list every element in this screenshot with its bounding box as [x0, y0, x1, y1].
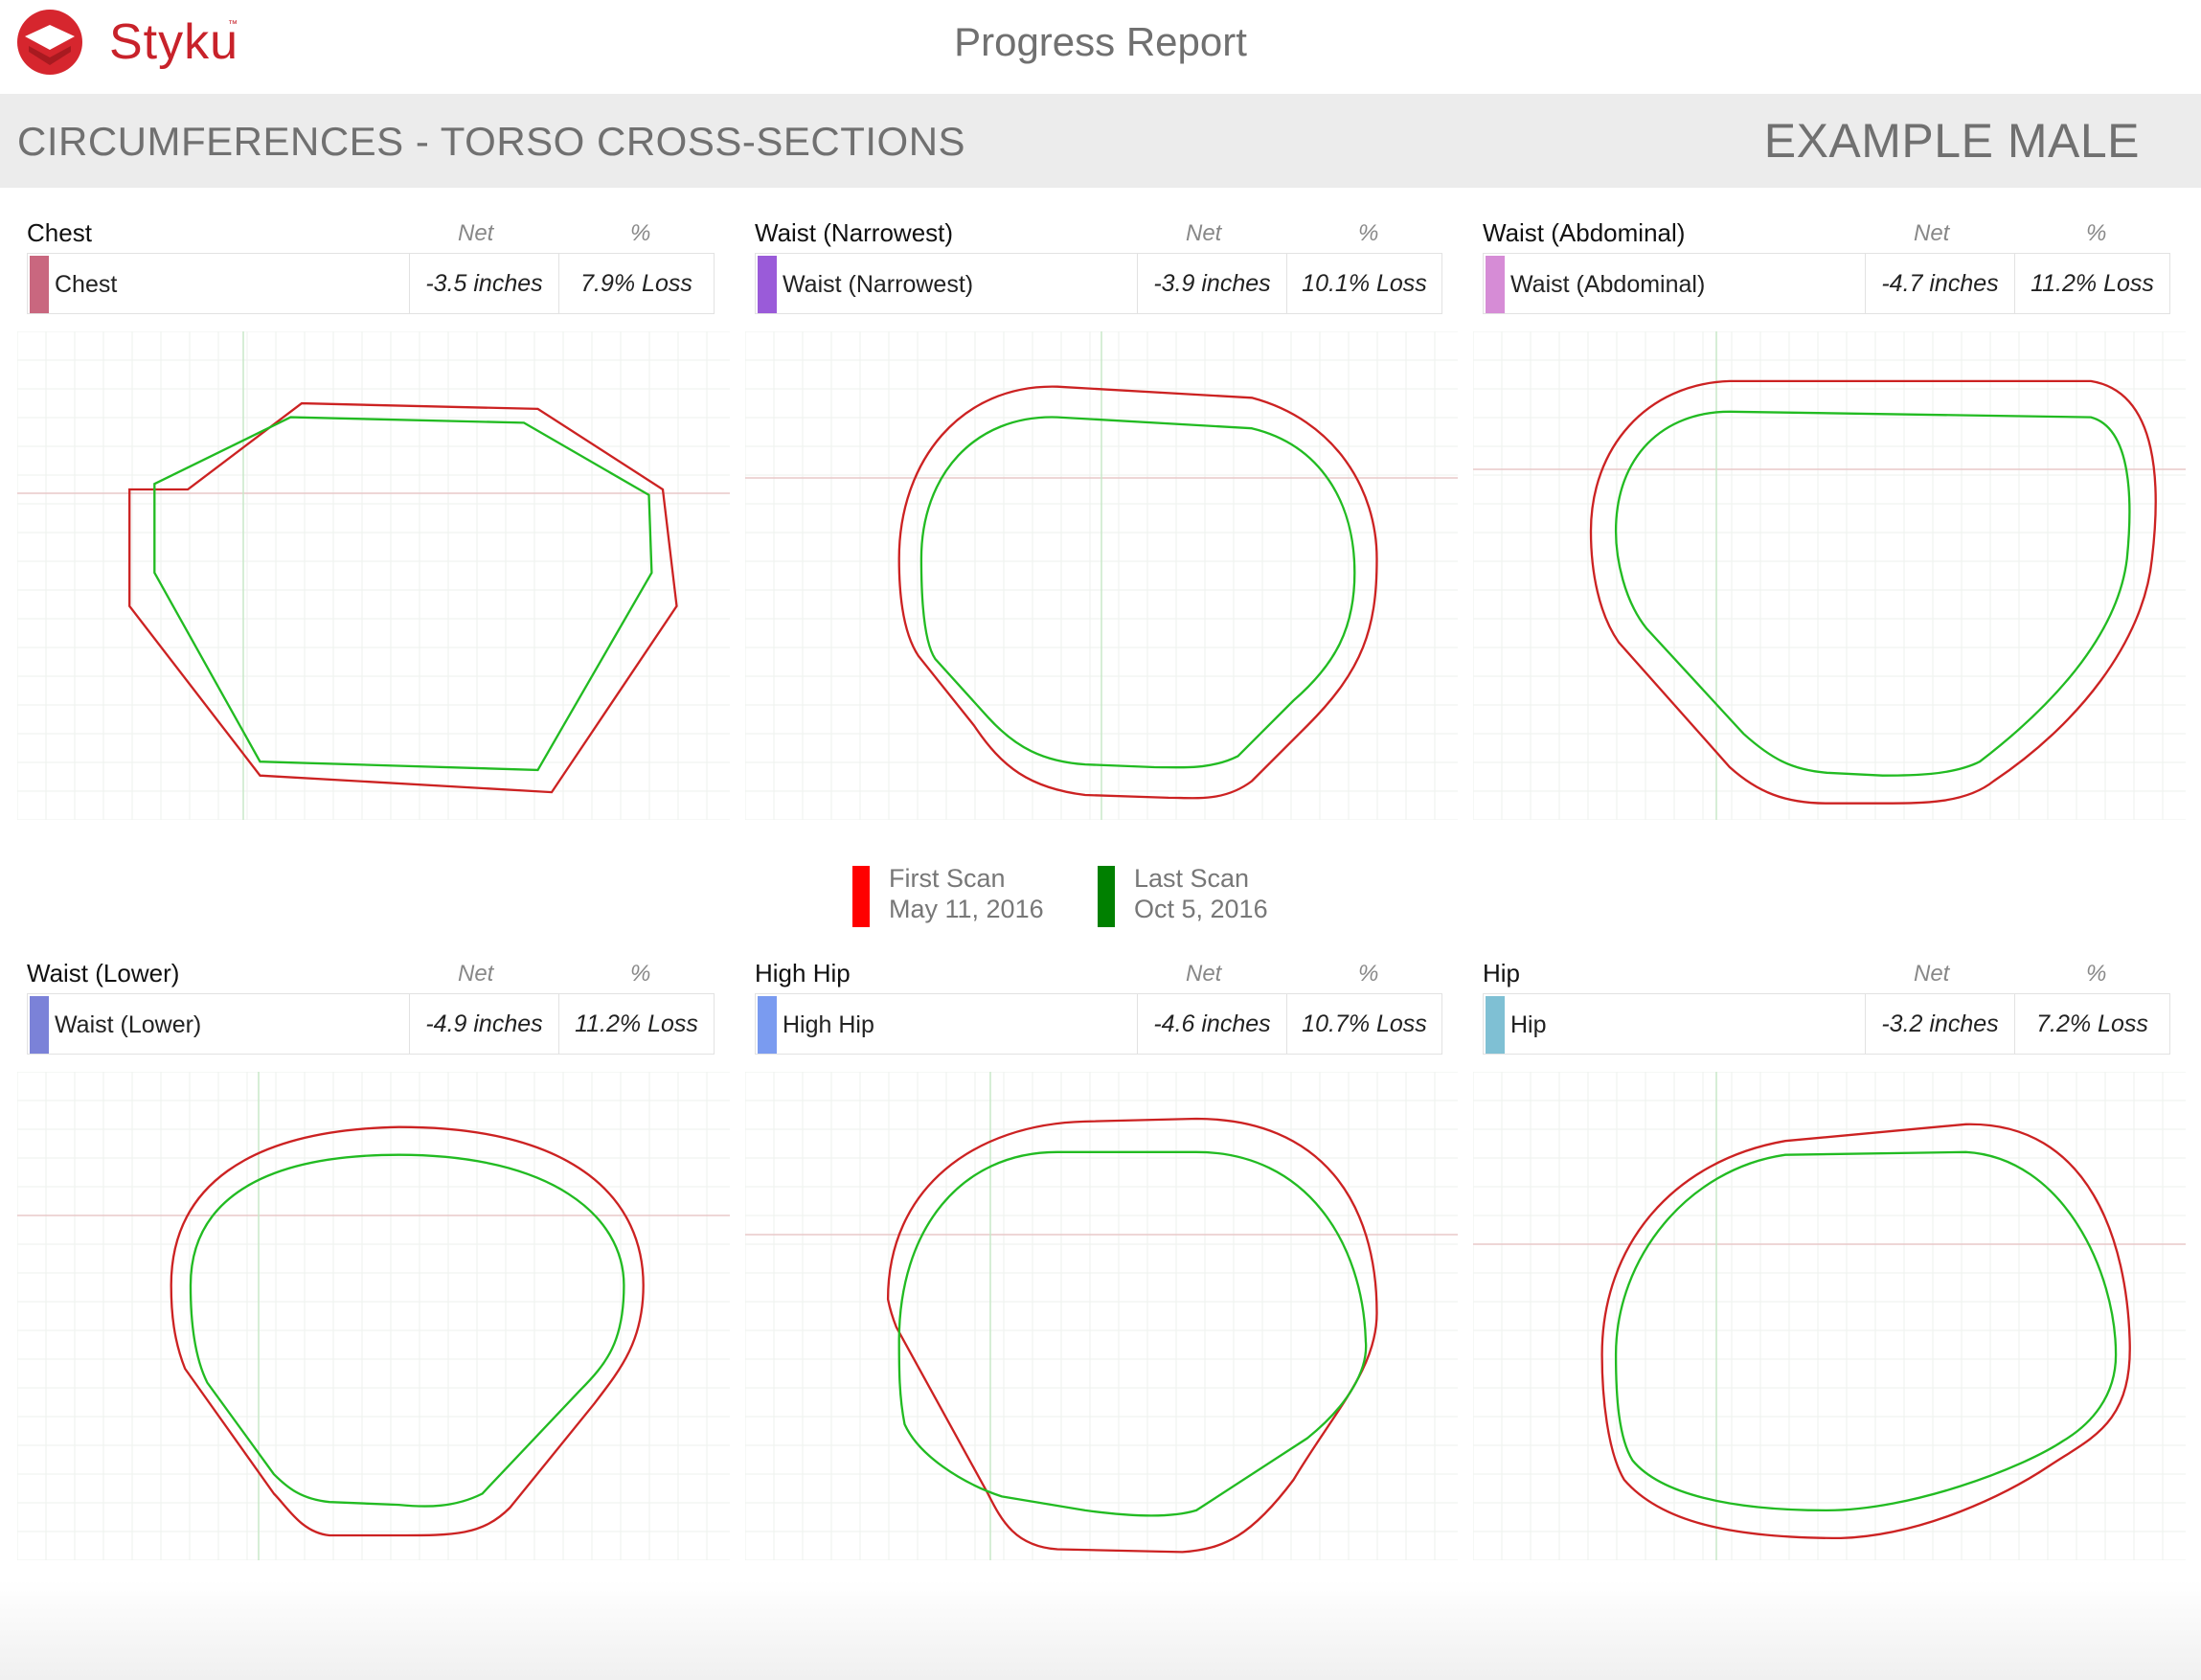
cross-section-plot [17, 1072, 730, 1560]
cross-section-plot [17, 331, 730, 820]
percent-change: 10.7% Loss [1286, 994, 1441, 1054]
percent-column-header: % [1358, 961, 1379, 987]
last-scan-outline [919, 416, 1356, 769]
grid [17, 1072, 730, 1560]
page-title: Progress Report [954, 19, 1247, 64]
last-scan-outline [189, 1153, 625, 1508]
measurement-header: Chest Net % Chest -3.5 inches 7.9% Loss [17, 213, 716, 347]
percent-change: 7.2% Loss [2014, 994, 2169, 1054]
measurement-row: Chest -3.5 inches 7.9% Loss [27, 253, 715, 314]
measurement-title: Hip [1483, 959, 1521, 988]
measurement-color-swatch [758, 256, 777, 313]
percent-column-header: % [630, 961, 651, 987]
net-change: -3.2 inches [1865, 994, 2014, 1054]
last-scan-outline [153, 416, 653, 772]
net-change: -3.5 inches [409, 254, 558, 313]
net-change: -3.9 inches [1137, 254, 1286, 313]
measurement-name: Waist (Lower) [55, 1011, 202, 1038]
percent-change: 10.1% Loss [1286, 254, 1441, 313]
first-scan-outline [1600, 1123, 2131, 1540]
net-column-header: Net [1914, 961, 1950, 987]
panel-high-hip: High Hip Net % High Hip -4.6 inches 10.7… [745, 953, 1458, 1595]
measurement-title: Waist (Abdominal) [1483, 218, 1686, 247]
scan-legend: First Scan May 11, 2016 Last Scan Oct 5,… [852, 862, 1389, 939]
first-scan-outline [128, 401, 678, 794]
percent-column-header: % [2086, 961, 2107, 987]
last-scan-date: Oct 5, 2016 [1134, 895, 1268, 923]
net-change: -4.6 inches [1137, 994, 1286, 1054]
cross-section-plot [745, 331, 1458, 820]
net-change: -4.7 inches [1865, 254, 2014, 313]
first-scan-date: May 11, 2016 [889, 895, 1044, 923]
panel-waist-lower: Waist (Lower) Net % Waist (Lower) -4.9 i… [17, 953, 730, 1595]
section-band: CIRCUMFERENCES - TORSO CROSS-SECTIONS EX… [0, 94, 2201, 188]
measurement-row: Hip -3.2 inches 7.2% Loss [1483, 993, 2170, 1055]
measurement-name: Hip [1510, 1011, 1547, 1038]
cross-section-plot [1473, 331, 2186, 820]
net-column-header: Net [458, 961, 494, 987]
panel-waist-narrowest: Waist (Narrowest) Net % Waist (Narrowest… [745, 213, 1458, 854]
brand-trademark: ™ [228, 19, 238, 30]
first-scan-outline [170, 1125, 645, 1537]
measurement-color-swatch [30, 256, 49, 313]
net-column-header: Net [458, 220, 494, 246]
measurement-row: Waist (Lower) -4.9 inches 11.2% Loss [27, 993, 715, 1055]
measurement-name: Chest [55, 271, 118, 298]
measurement-header: Waist (Narrowest) Net % Waist (Narrowest… [745, 213, 1444, 347]
measurement-title: Chest [27, 218, 92, 247]
measurement-row: Waist (Narrowest) -3.9 inches 10.1% Loss [755, 253, 1442, 314]
footer-fade [0, 1580, 2201, 1680]
measurement-header: Hip Net % Hip -3.2 inches 7.2% Loss [1473, 953, 2172, 1087]
percent-column-header: % [1358, 220, 1379, 246]
grid [1473, 1072, 2186, 1560]
measurement-header: High Hip Net % High Hip -4.6 inches 10.7… [745, 953, 1444, 1087]
percent-change: 11.2% Loss [2014, 254, 2169, 313]
measurement-row: High Hip -4.6 inches 10.7% Loss [755, 993, 1442, 1055]
measurement-title: Waist (Narrowest) [755, 218, 954, 247]
percent-column-header: % [630, 220, 651, 246]
panel-hip: Hip Net % Hip -3.2 inches 7.2% Loss [1473, 953, 2186, 1595]
last-scan-outline [1614, 410, 2131, 777]
measurement-row: Waist (Abdominal) -4.7 inches 11.2% Loss [1483, 253, 2170, 314]
panel-chest: Chest Net % Chest -3.5 inches 7.9% Loss [17, 213, 730, 854]
grid [17, 331, 730, 820]
client-name: EXAMPLE MALE [1763, 114, 2140, 168]
last-scan-label: Last Scan [1134, 864, 1250, 893]
cross-section-plot [1473, 1072, 2186, 1560]
first-scan-swatch [852, 866, 870, 927]
measurement-color-swatch [1486, 996, 1505, 1054]
grid [745, 1072, 1458, 1560]
net-change: -4.9 inches [409, 994, 558, 1054]
measurement-header: Waist (Abdominal) Net % Waist (Abdominal… [1473, 213, 2172, 347]
brand-name: Styku [109, 14, 239, 70]
first-scan-outline [1589, 379, 2157, 805]
section-title: CIRCUMFERENCES - TORSO CROSS-SECTIONS [17, 119, 966, 164]
measurement-color-swatch [758, 996, 777, 1054]
header: Styku ™ Progress Report [0, 0, 2201, 94]
percent-change: 7.9% Loss [558, 254, 714, 313]
last-scan-outline [897, 1150, 1368, 1517]
panel-waist-abdominal: Waist (Abdominal) Net % Waist (Abdominal… [1473, 213, 2186, 854]
first-scan-outline [897, 385, 1378, 800]
first-scan-label: First Scan [889, 864, 1006, 893]
measurement-title: Waist (Lower) [27, 959, 180, 988]
measurement-title: High Hip [755, 959, 851, 988]
measurement-color-swatch [30, 996, 49, 1054]
grid [1473, 331, 2186, 820]
measurement-name: Waist (Abdominal) [1510, 271, 1706, 298]
last-scan-swatch [1098, 866, 1115, 927]
net-column-header: Net [1186, 220, 1222, 246]
measurement-color-swatch [1486, 256, 1505, 313]
measurement-header: Waist (Lower) Net % Waist (Lower) -4.9 i… [17, 953, 716, 1087]
styku-logo: Styku ™ [15, 8, 264, 84]
measurement-name: Waist (Narrowest) [783, 271, 974, 298]
percent-change: 11.2% Loss [558, 994, 714, 1054]
net-column-header: Net [1186, 961, 1222, 987]
styku-logo-icon [17, 10, 82, 75]
net-column-header: Net [1914, 220, 1950, 246]
percent-column-header: % [2086, 220, 2107, 246]
last-scan-outline [1614, 1150, 2118, 1512]
measurement-name: High Hip [783, 1011, 874, 1038]
cross-section-plot [745, 1072, 1458, 1560]
